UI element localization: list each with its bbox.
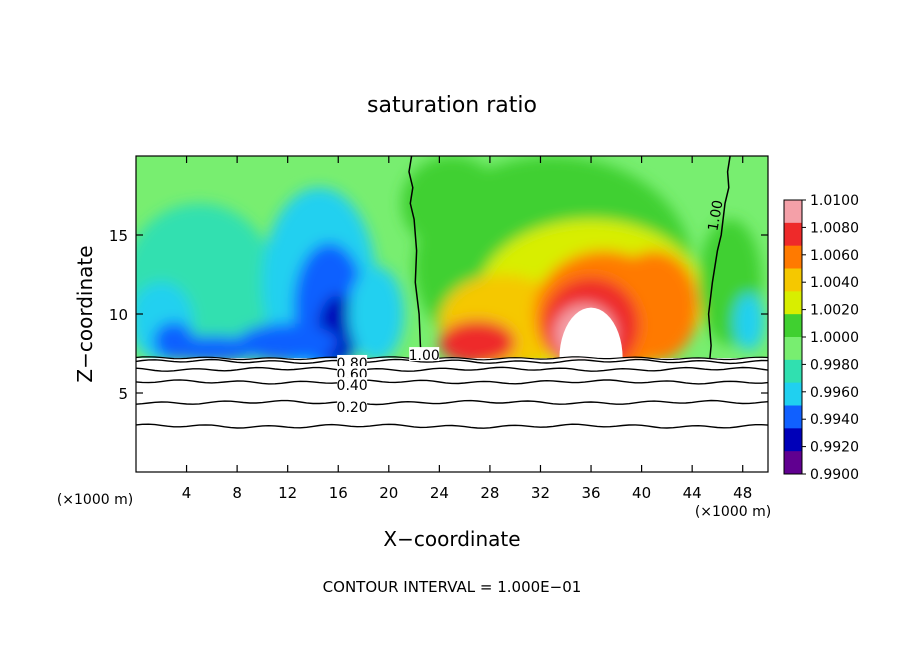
- contour-line-1-00: [707, 156, 731, 359]
- colorbar-label: 1.0040: [810, 275, 859, 291]
- contour-label: 1.00: [409, 348, 440, 364]
- y-tick-label: 5: [118, 385, 128, 403]
- subcloud-region: [136, 358, 768, 472]
- contour-label: 0.20: [337, 400, 368, 416]
- colorbar-swatch: [784, 405, 802, 429]
- colorbar-label: 0.9920: [810, 440, 859, 456]
- colorbar-swatch: [784, 382, 802, 406]
- x-tick-label: 36: [581, 484, 600, 502]
- contour-line: [136, 423, 768, 429]
- contour-line: [136, 379, 768, 385]
- field-blob: [348, 266, 404, 362]
- contour-label: 0.40: [337, 378, 368, 394]
- colorbar-label: 0.9900: [810, 467, 859, 483]
- contour-interval-note: CONTOUR INTERVAL = 1.000E−01: [323, 578, 582, 596]
- x-tick-label: 28: [480, 484, 499, 502]
- x-tick-label: 4: [182, 484, 192, 502]
- colorbar-swatch: [784, 245, 802, 269]
- colorbar-swatch: [784, 291, 802, 315]
- contour-label-bg: [337, 354, 368, 369]
- colorbar-label: 1.0080: [810, 220, 859, 236]
- colorbar-label: 1.0000: [810, 330, 859, 346]
- y-tick-label: 15: [109, 227, 128, 245]
- field-blob: [439, 320, 516, 365]
- colorbar-label: 1.0100: [810, 193, 859, 209]
- colorbar-label: 1.0060: [810, 248, 859, 264]
- contour-line: [136, 356, 768, 361]
- contour-line: [136, 366, 768, 372]
- colorbar-swatch: [784, 451, 802, 475]
- colorbar-swatch: [784, 428, 802, 452]
- colorbar-swatch: [784, 222, 802, 247]
- x-tick-label: 16: [329, 484, 348, 502]
- y-tick-label: 10: [109, 306, 128, 324]
- x-tick-label: 8: [232, 484, 242, 502]
- x-tick-label: 40: [632, 484, 651, 502]
- contour-label-bg: [337, 399, 368, 414]
- field-blob: [237, 323, 339, 362]
- colorbar-label: 0.9940: [810, 412, 859, 428]
- contour-line: [136, 399, 768, 406]
- contour-label-bg: [337, 366, 368, 381]
- x-tick-label: 32: [531, 484, 550, 502]
- field-blobs: [136, 156, 765, 378]
- field-blob: [733, 293, 765, 351]
- colorbar-swatch: [784, 268, 802, 292]
- x-tick-label: 12: [278, 484, 297, 502]
- field-blob: [161, 336, 263, 362]
- colorbar: 1.0100 1.0080 1.0060 1.0040 1.0020 1.0000 0.99…: [783, 193, 859, 483]
- contour-lines: [136, 156, 768, 429]
- colorbar-label: 0.9960: [810, 385, 859, 401]
- contour-labels: 1.001.000.800.600.400.20: [337, 199, 727, 416]
- y-axis-label: Z−coordinate: [73, 245, 97, 382]
- x-axis-label: X−coordinate: [383, 527, 520, 551]
- x-tick-label: 24: [430, 484, 449, 502]
- x-unit-right: (×1000 m): [695, 504, 771, 520]
- field-dome: [559, 307, 623, 359]
- colorbar-swatch: [784, 337, 802, 361]
- contour-label: 1.00: [705, 199, 726, 232]
- colorbar-swatch: [784, 200, 802, 224]
- colorbar-label: 0.9980: [810, 357, 859, 373]
- contour-label-bg: [409, 347, 440, 362]
- colorbar-swatch: [784, 314, 802, 338]
- saturation-field: [136, 156, 768, 472]
- contour-label-bg: [337, 377, 368, 392]
- field-blob: [401, 156, 503, 251]
- colorbar-swatch: [784, 359, 802, 384]
- x-tick-label: 20: [379, 484, 398, 502]
- x-tick-label: 44: [683, 484, 702, 502]
- chart-title: saturation ratio: [367, 93, 537, 118]
- contour-line-1-00: [408, 156, 423, 359]
- colorbar-label: 1.0020: [810, 303, 859, 319]
- contour-line: [136, 358, 768, 365]
- x-tick-label: 48: [733, 484, 752, 502]
- x-unit-left: (×1000 m): [57, 492, 133, 508]
